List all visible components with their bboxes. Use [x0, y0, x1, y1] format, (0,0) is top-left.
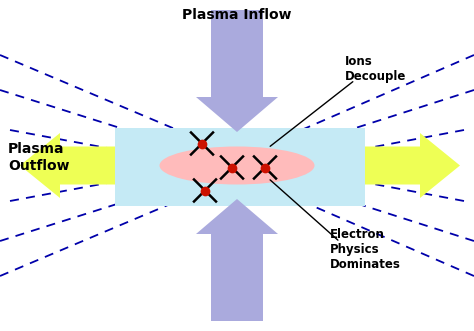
FancyArrow shape: [196, 199, 278, 321]
FancyArrow shape: [20, 133, 115, 198]
Text: Plasma Inflow: Plasma Inflow: [182, 8, 292, 22]
Ellipse shape: [159, 147, 315, 184]
FancyArrow shape: [365, 133, 460, 198]
Text: Electron
Physics
Dominates: Electron Physics Dominates: [330, 228, 401, 271]
Text: Ions
Decouple: Ions Decouple: [345, 55, 406, 83]
Bar: [115, 128, 365, 206]
Text: Plasma
Outflow: Plasma Outflow: [8, 142, 70, 172]
FancyArrow shape: [196, 10, 278, 132]
